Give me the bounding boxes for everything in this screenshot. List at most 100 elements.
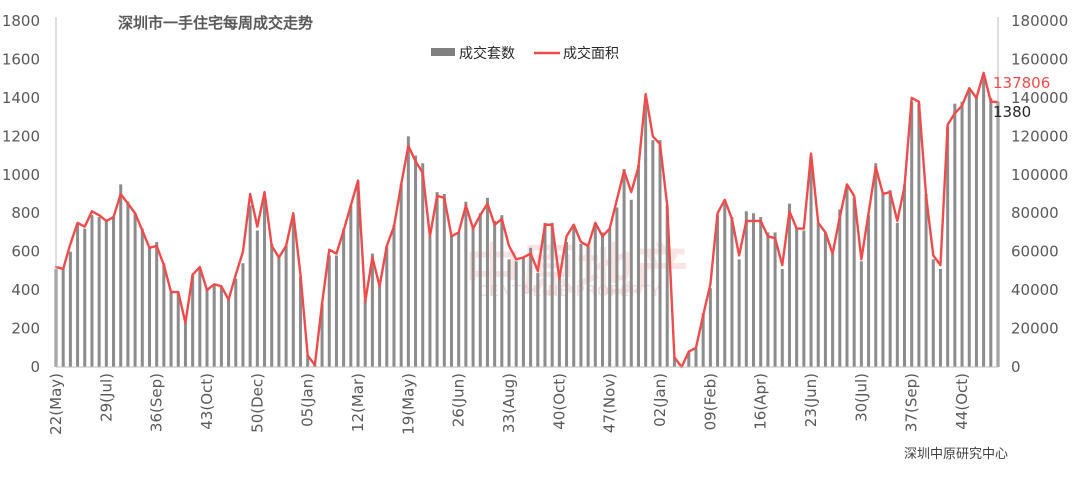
bar <box>306 355 310 367</box>
bar <box>68 251 72 367</box>
right-tick-label: 40000 <box>1011 281 1059 299</box>
right-tick-label: 20000 <box>1011 320 1059 338</box>
x-tick-label: 43(Oct) <box>198 373 216 430</box>
bar <box>270 243 274 367</box>
bar <box>529 247 533 367</box>
x-tick-label: 02(Jan) <box>651 373 669 427</box>
bar <box>816 222 820 367</box>
bar <box>644 101 648 367</box>
bar <box>521 257 525 367</box>
bar <box>507 259 511 367</box>
bar <box>795 228 799 367</box>
x-tick-label: 40(Oct) <box>550 373 568 430</box>
bar <box>903 184 907 367</box>
bar <box>155 242 159 367</box>
bar <box>449 236 454 367</box>
bar <box>716 215 720 367</box>
legend-swatch-bars <box>431 48 455 56</box>
axes <box>55 17 999 368</box>
bar <box>730 217 734 367</box>
bar <box>881 192 885 367</box>
bar <box>205 288 209 367</box>
bar <box>744 211 748 367</box>
x-tick-label: 30(Jul) <box>852 373 870 422</box>
bar <box>874 163 878 367</box>
bar <box>600 232 605 367</box>
bar <box>298 276 302 367</box>
bar <box>198 268 202 367</box>
bar <box>687 351 691 367</box>
bar <box>723 199 727 367</box>
left-tick-label: 800 <box>11 204 40 222</box>
bar <box>701 313 705 367</box>
left-tick-label: 600 <box>11 243 40 261</box>
bar <box>277 257 281 367</box>
last-count-label: 1380 <box>993 103 1031 121</box>
right-tick-label: 120000 <box>1011 127 1068 145</box>
bar <box>636 165 640 367</box>
x-tick-label: 19(May) <box>399 373 417 435</box>
left-tick-label: 1600 <box>2 50 40 68</box>
bar <box>255 230 259 367</box>
bar <box>802 230 806 367</box>
right-tick-label: 100000 <box>1011 166 1068 184</box>
bar <box>859 261 863 367</box>
bar <box>967 90 971 367</box>
bar <box>385 245 389 367</box>
watermark: 中原地产 CENTALINE PROPERTY <box>465 239 689 304</box>
annotations: 137806 1380 <box>993 74 1050 121</box>
bar <box>370 253 374 367</box>
bar <box>615 207 619 367</box>
bar <box>493 220 497 367</box>
right-tick-label: 60000 <box>1011 243 1059 261</box>
bar <box>845 184 849 367</box>
bar <box>126 201 130 367</box>
bar <box>989 97 993 367</box>
bar <box>773 232 777 367</box>
x-tick-label: 16(Apr) <box>752 373 770 430</box>
last-area-label: 137806 <box>993 74 1050 92</box>
x-tick-label: 22(May) <box>47 373 65 435</box>
chart-title: 深圳市一手住宅每周成交走势 <box>118 14 313 32</box>
x-tick-label: 09(Feb) <box>701 373 719 430</box>
left-tick-label: 1800 <box>2 12 40 30</box>
bar <box>183 322 187 367</box>
x-tick-label: 33(Aug) <box>500 373 518 433</box>
bar <box>414 155 418 367</box>
bar <box>838 209 842 367</box>
bar <box>586 245 590 367</box>
bar <box>787 203 791 367</box>
x-tick-label: 36(Sep) <box>148 373 166 432</box>
bar <box>133 213 137 367</box>
bar <box>263 194 267 367</box>
bar <box>234 278 238 367</box>
bar <box>737 259 741 367</box>
right-tick-label: 0 <box>1011 358 1021 376</box>
left-axis-ticks: 0 200 400 600 800 1000 1200 1400 1600 1800 <box>2 12 40 376</box>
bar <box>672 357 676 367</box>
bar <box>327 255 331 367</box>
bar <box>284 245 288 367</box>
bar <box>888 190 892 367</box>
bar <box>514 261 518 367</box>
left-tick-label: 1200 <box>2 127 40 145</box>
line-series <box>54 71 1000 369</box>
bar <box>248 205 252 367</box>
bar <box>442 194 446 367</box>
bar <box>572 224 576 367</box>
x-tick-label: 23(Jun) <box>802 373 820 427</box>
bar <box>953 103 957 367</box>
bar <box>83 228 87 367</box>
bar <box>97 217 101 367</box>
left-tick-label: 1400 <box>2 89 40 107</box>
bar <box>112 217 116 367</box>
bar <box>536 272 540 367</box>
x-tick-label: 47(Nov) <box>601 373 619 433</box>
right-tick-label: 160000 <box>1011 50 1068 68</box>
bar <box>924 194 928 367</box>
bar <box>406 136 410 367</box>
bar <box>910 101 914 367</box>
bar <box>291 217 295 367</box>
bar <box>895 222 899 367</box>
bar <box>867 215 871 367</box>
